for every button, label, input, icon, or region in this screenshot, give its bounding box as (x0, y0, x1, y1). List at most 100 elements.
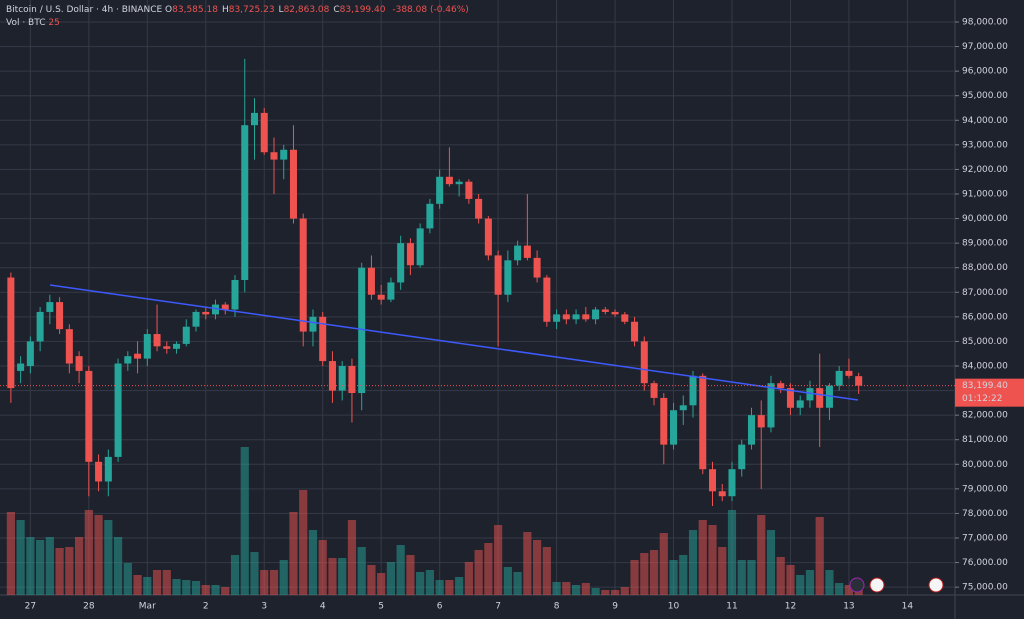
candle-body (436, 176, 444, 204)
volume-bar (815, 517, 824, 595)
event-icon[interactable] (928, 577, 944, 593)
candle-body (582, 314, 590, 320)
candle-body (397, 243, 405, 283)
y-tick-label: 85,000.00 (962, 337, 1008, 347)
volume-bar (503, 567, 512, 595)
last-price-label: 83,199.40 (962, 381, 1008, 391)
volume-bar (698, 520, 707, 595)
y-tick-label: 95,000.00 (962, 91, 1008, 101)
last-price-box (955, 378, 1024, 407)
candle-body (124, 356, 132, 364)
x-tick-label: 27 (25, 602, 36, 612)
volume-bar (796, 575, 805, 595)
y-tick-label: 76,000.00 (962, 558, 1008, 568)
volume-layer (6, 447, 863, 595)
candle-body (134, 353, 142, 359)
candle-body (416, 228, 424, 266)
volume-row: Vol · BTC 25 (6, 17, 473, 30)
candle-body (231, 279, 239, 310)
y-tick-label: 82,000.00 (962, 411, 1008, 421)
x-tick-label: 7 (495, 602, 501, 612)
candle-body (611, 311, 619, 315)
candle-body (348, 365, 356, 394)
volume-bar (494, 525, 503, 595)
candle-body (212, 304, 220, 315)
candle-body (221, 304, 229, 310)
candle-body (738, 444, 746, 470)
candle-body (670, 410, 678, 445)
volume-bar (104, 520, 113, 595)
symbol: Bitcoin / U.S. Dollar · 4h · BINANCE (6, 5, 163, 15)
candle-body (465, 181, 473, 199)
y-tick-label: 87,000.00 (962, 288, 1008, 298)
candle-body (250, 112, 259, 126)
volume-bar (825, 570, 834, 595)
y-tick-label: 92,000.00 (962, 165, 1008, 175)
candle-body (796, 400, 804, 408)
x-tick-label: 5 (378, 602, 384, 612)
volume-bar (737, 560, 746, 595)
volume-bar (533, 540, 542, 595)
volume-bar (445, 580, 454, 595)
candle-body (523, 245, 531, 258)
x-tick-label: 8 (554, 602, 560, 612)
volume-bar (94, 515, 103, 595)
x-tick-label: 2 (203, 602, 209, 612)
volume-bar (659, 533, 668, 595)
x-tick-label: 10 (668, 602, 680, 612)
x-tick-label: 4 (320, 602, 326, 612)
volume-bar (474, 550, 483, 595)
volume-bar (844, 585, 854, 595)
candle-body (562, 314, 570, 320)
volume-bar (269, 570, 279, 595)
x-tick-label: 12 (785, 602, 796, 612)
candle-body (358, 267, 366, 394)
volume-bar (649, 550, 659, 595)
y-tick-label: 79,000.00 (962, 484, 1008, 494)
candle-body (202, 311, 210, 315)
y-tick-label: 88,000.00 (962, 263, 1008, 273)
volume-bar (16, 520, 25, 595)
volume-bar (523, 532, 532, 595)
event-icon[interactable] (849, 577, 865, 593)
candle-body (65, 329, 73, 364)
volume-bar (221, 587, 230, 595)
volume-bar (191, 581, 201, 595)
trend-line[interactable] (49, 284, 859, 401)
volume-bar (250, 552, 259, 595)
volume-bar (669, 560, 678, 595)
volume-bar (36, 540, 45, 595)
y-tick-label: 91,000.00 (962, 189, 1008, 199)
candle-body (445, 176, 453, 185)
y-tick-label: 84,000.00 (962, 361, 1008, 371)
x-tick-label: 3 (261, 602, 267, 612)
candle-body (553, 314, 561, 322)
candle-body (289, 149, 297, 219)
candle-body (270, 152, 278, 160)
candle-body (17, 363, 25, 371)
candle-body (601, 309, 609, 312)
volume-bar (688, 530, 698, 595)
ohlc-value: 83,725.23 (228, 5, 275, 15)
volume-bar (172, 579, 181, 595)
candle-body (660, 397, 668, 445)
event-icon[interactable] (869, 577, 885, 593)
y-tick-label: 94,000.00 (962, 116, 1008, 126)
volume-label: Vol · BTC (6, 18, 46, 28)
volume-bar (289, 512, 298, 595)
volume-bar (26, 537, 35, 595)
y-tick-label: 98,000.00 (962, 17, 1008, 27)
x-tick-label: 6 (437, 602, 443, 612)
candle-body (260, 112, 268, 153)
volume-bar (74, 537, 84, 595)
candle-body (280, 149, 288, 160)
volume-bar (396, 545, 405, 595)
volume-bar (552, 582, 561, 595)
candle-body (75, 356, 83, 371)
volume-bar (260, 570, 269, 595)
candle-body (767, 383, 775, 428)
volume-bar (347, 520, 357, 595)
volume-bar (230, 555, 240, 595)
candle-body (387, 282, 395, 300)
